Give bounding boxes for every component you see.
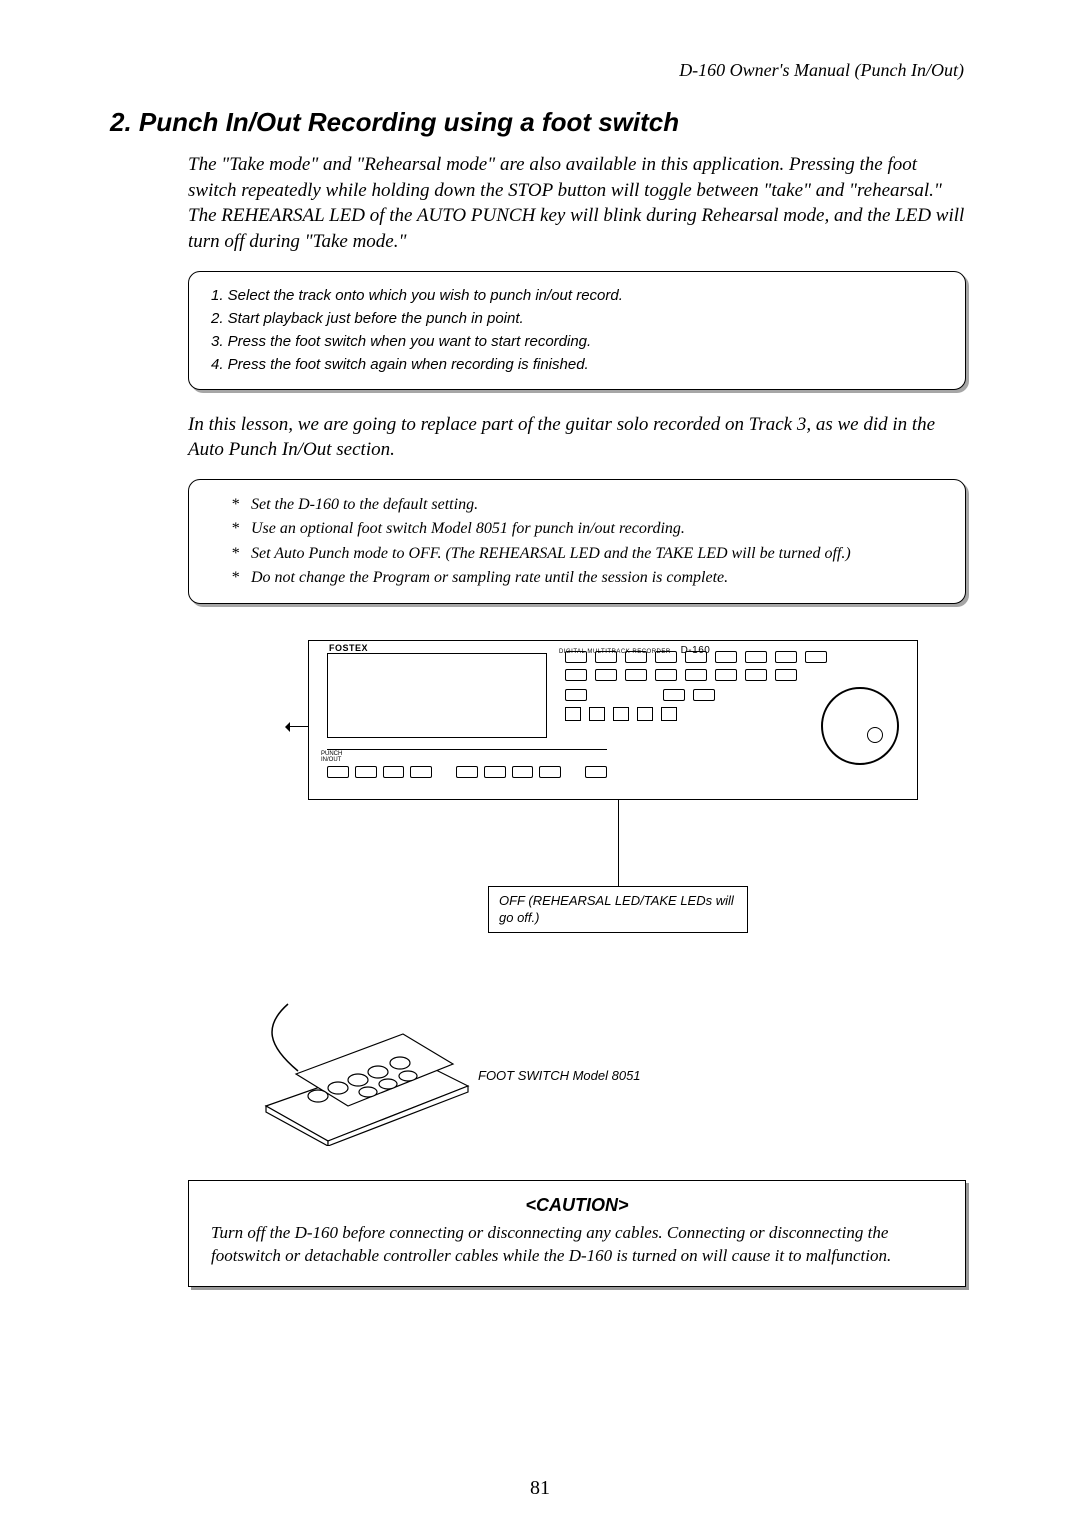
device-button-icon [484,766,506,778]
caution-box: <CAUTION> Turn off the D-160 before conn… [188,1180,966,1287]
device-button-icon [685,669,707,681]
device-button-icon [745,669,767,681]
device-button-icon [595,669,617,681]
device-button-icon [655,669,677,681]
device-button-icon [715,651,737,663]
device-button-icon [565,669,587,681]
bullet-item: Set the D-160 to the default setting. [231,494,943,516]
device-button-icon [661,707,677,721]
device-button-icon [655,651,677,663]
device-button-icon [512,766,534,778]
intro-paragraph: The "Take mode" and "Rehearsal mode" are… [188,152,966,255]
device-button-icon [637,707,653,721]
bullet-item: Do not change the Program or sampling ra… [231,567,943,589]
device-button-icon [565,651,587,663]
punch-io-port-label: PUNCH IN/OUT [321,751,342,763]
footswitch-illustration: FOOT SWITCH Model 8051 [258,996,718,1156]
device-button-icon [625,669,647,681]
device-button-icon [585,766,607,778]
device-button-icon [589,707,605,721]
device-button-icon [565,689,587,701]
device-bottom-controls [327,749,607,789]
step-item: 2. Start playback just before the punch … [211,307,943,330]
caution-text: Turn off the D-160 before connecting or … [211,1222,943,1268]
bullet-item: Use an optional foot switch Model 8051 f… [231,518,943,540]
device-button-icon [685,651,707,663]
device-lcd [327,653,547,738]
device-button-icon [595,651,617,663]
device-button-icon [775,651,797,663]
steps-box: 1. Select the track onto which you wish … [188,271,966,390]
device-button-icon [383,766,405,778]
device-button-icon [625,651,647,663]
device-button-icon [663,689,685,701]
lesson-paragraph: In this lesson, we are going to replace … [188,412,966,463]
prereq-box: Set the D-160 to the default setting. Us… [188,479,966,605]
footswitch-svg [258,996,478,1146]
wiring-diagram: FOSTEX DIGITAL MULTITRACK RECORDER D-160 [188,640,966,1160]
step-item: 4. Press the foot switch again when reco… [211,353,943,376]
section-title: 2. Punch In/Out Recording using a foot s… [110,107,970,138]
device-brand-label: FOSTEX [329,643,368,653]
device-button-icon [456,766,478,778]
page-number: 81 [0,1477,1080,1500]
device-button-icon [355,766,377,778]
step-item: 3. Press the foot switch when you want t… [211,330,943,353]
d160-device-illustration: FOSTEX DIGITAL MULTITRACK RECORDER D-160 [308,640,918,800]
page-header: D-160 Owner's Manual (Punch In/Out) [110,60,970,81]
device-button-icon [613,707,629,721]
device-button-icon [327,766,349,778]
callout-text: OFF (REHEARSAL LED/TAKE LEDs will go off… [488,886,748,933]
jog-dial-icon [821,687,899,765]
device-button-icon [775,669,797,681]
device-button-icon [410,766,432,778]
caution-title: <CAUTION> [211,1195,943,1216]
callout-line [618,800,619,890]
device-button-icon [693,689,715,701]
device-button-icon [715,669,737,681]
step-item: 1. Select the track onto which you wish … [211,284,943,307]
bullet-item: Set Auto Punch mode to OFF. (The REHEARS… [231,543,943,565]
device-button-icon [539,766,561,778]
device-button-icon [805,651,827,663]
footswitch-caption: FOOT SWITCH Model 8051 [478,1068,641,1083]
cable-arrow-icon [286,726,310,727]
device-button-icon [745,651,767,663]
device-button-icon [565,707,581,721]
